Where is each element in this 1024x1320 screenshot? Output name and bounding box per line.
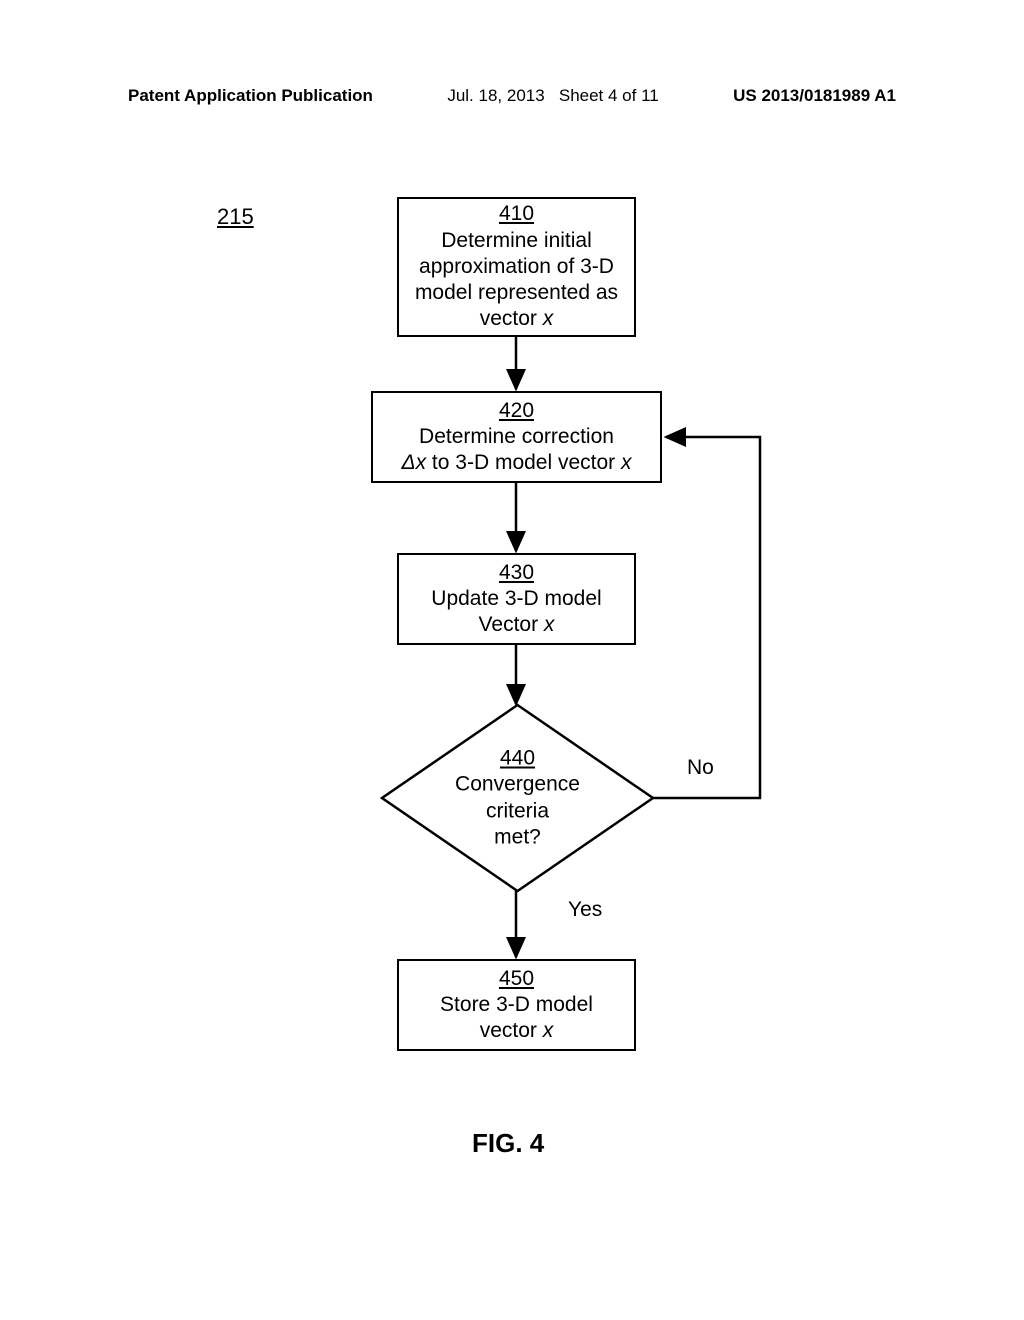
step-410-box: 410 Determine initial approximation of 3… xyxy=(397,197,636,337)
step-410-num: 410 xyxy=(499,201,534,227)
step-420-num: 420 xyxy=(499,398,534,424)
step-420-text: Determine correction Δx to 3-D model vec… xyxy=(402,424,632,477)
step-450-box: 450 Store 3-D model vector x xyxy=(397,959,636,1051)
step-440-text: Convergence criteria met? xyxy=(455,772,580,851)
page-header: Patent Application Publication Jul. 18, … xyxy=(0,86,1024,106)
edge-label-no: No xyxy=(687,756,714,780)
edge-label-yes: Yes xyxy=(568,898,602,922)
step-430-box: 430 Update 3-D model Vector x xyxy=(397,553,636,645)
step-450-text: Store 3-D model vector x xyxy=(440,992,593,1045)
step-430-text: Update 3-D model Vector x xyxy=(431,586,601,639)
step-450-num: 450 xyxy=(499,966,534,992)
figure-label: FIG. 4 xyxy=(472,1128,544,1159)
step-440-diamond: 440 Convergence criteria met? xyxy=(380,703,655,893)
figure-ref-215: 215 xyxy=(217,204,254,230)
step-410-text: Determine initial approximation of 3-D m… xyxy=(415,228,618,333)
header-left: Patent Application Publication xyxy=(128,86,373,106)
step-430-num: 430 xyxy=(499,560,534,586)
page: Patent Application Publication Jul. 18, … xyxy=(0,0,1024,1320)
header-right: US 2013/0181989 A1 xyxy=(733,86,896,106)
step-420-box: 420 Determine correction Δx to 3-D model… xyxy=(371,391,662,483)
step-440-num: 440 xyxy=(455,746,580,772)
header-middle: Jul. 18, 2013 Sheet 4 of 11 xyxy=(447,86,658,106)
